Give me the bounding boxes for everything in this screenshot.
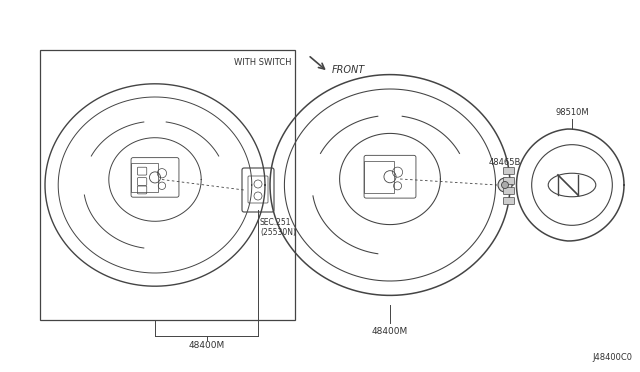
Text: SEC.251: SEC.251 bbox=[260, 218, 291, 227]
FancyBboxPatch shape bbox=[504, 177, 515, 185]
FancyBboxPatch shape bbox=[504, 187, 515, 195]
Text: 98510M: 98510M bbox=[555, 108, 589, 117]
FancyBboxPatch shape bbox=[504, 167, 515, 174]
Text: 48465B: 48465B bbox=[489, 158, 521, 167]
Bar bbox=[40, 50, 295, 320]
Circle shape bbox=[498, 178, 512, 192]
Text: J48400C0: J48400C0 bbox=[592, 353, 632, 362]
Circle shape bbox=[502, 182, 509, 189]
Text: 48400M: 48400M bbox=[372, 327, 408, 336]
Text: WITH SWITCH: WITH SWITCH bbox=[234, 58, 291, 67]
FancyBboxPatch shape bbox=[504, 198, 515, 205]
Text: FRONT: FRONT bbox=[332, 65, 365, 75]
Text: 48400M: 48400M bbox=[188, 341, 225, 350]
Text: (25530N): (25530N) bbox=[260, 228, 296, 237]
